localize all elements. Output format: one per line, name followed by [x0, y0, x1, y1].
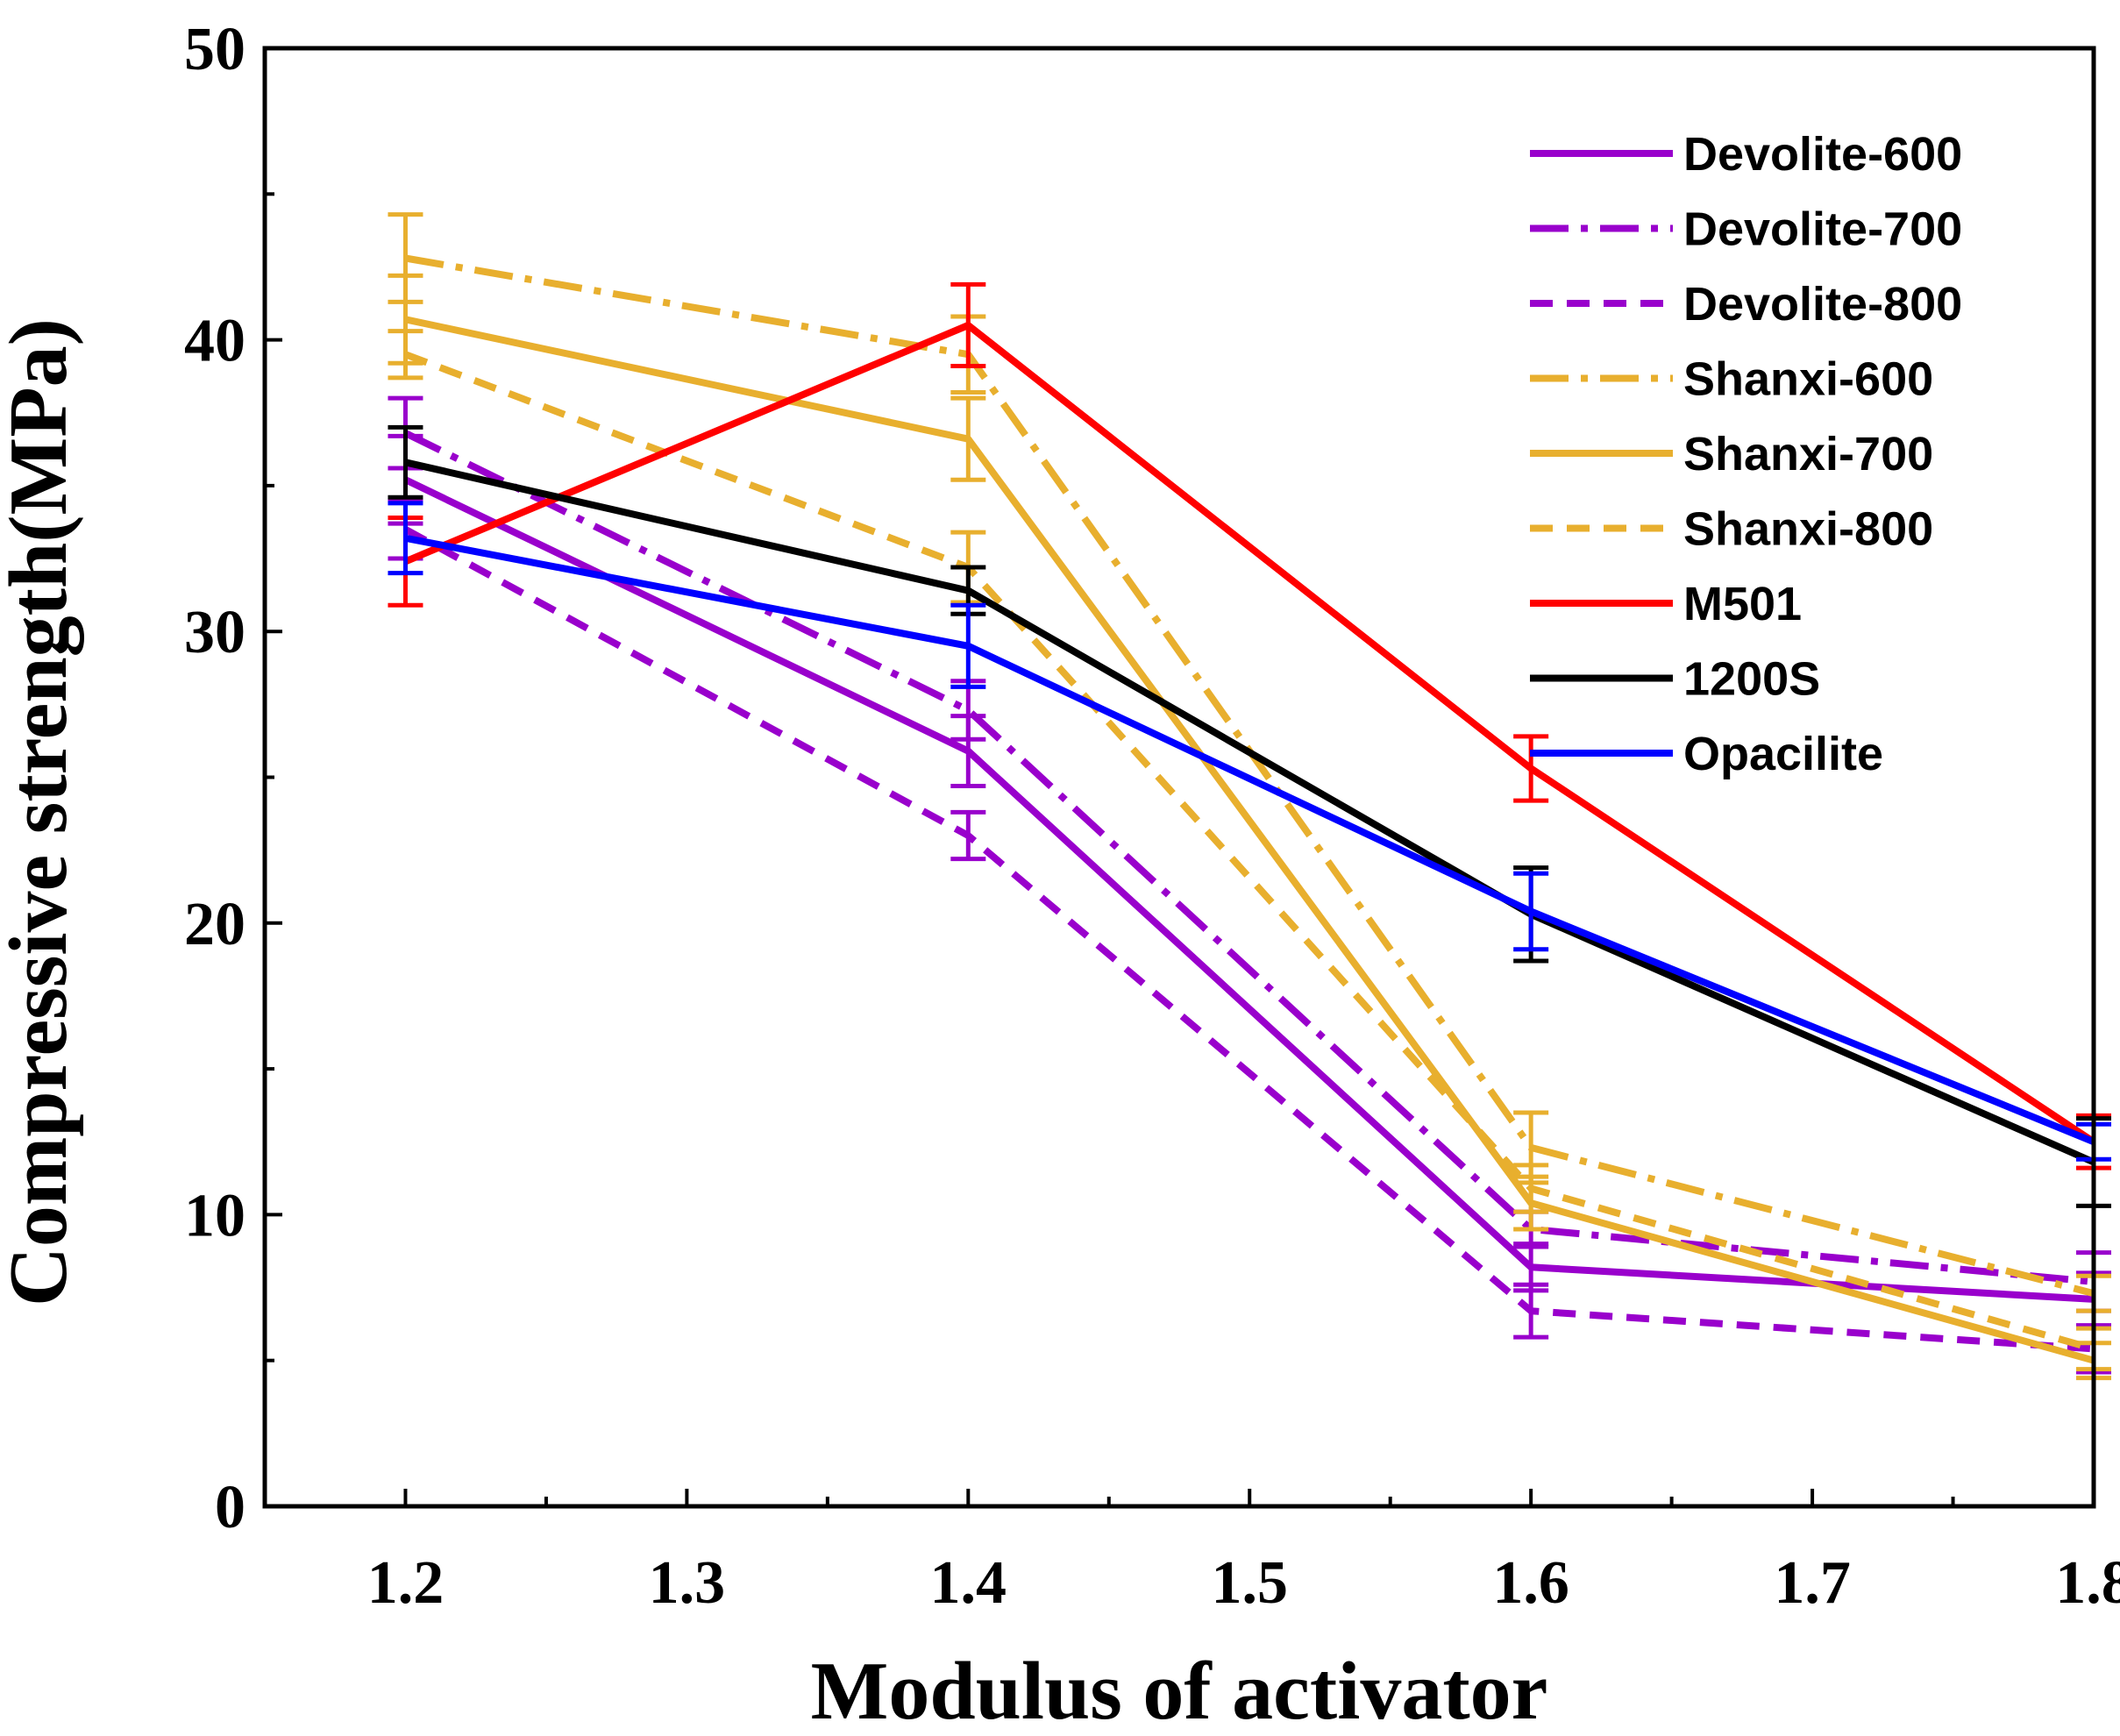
- error-bar: [388, 329, 423, 381]
- error-bar: [388, 501, 423, 576]
- y-axis-title: Compressive strength(MPa): [0, 318, 84, 1306]
- data-point: [404, 318, 407, 321]
- x-tick-label: 1.8: [2055, 1549, 2120, 1617]
- legend: Devolite-600 Devolite-700 Devolite-800 Shan…: [1530, 128, 1962, 780]
- y-tick-label: 50: [184, 16, 245, 83]
- x-tick-label: 1.7: [1774, 1549, 1851, 1617]
- legend-label: Devolite-600: [1683, 128, 1962, 181]
- series-devolite-800: [388, 498, 2111, 1375]
- data-point: [1530, 910, 1533, 913]
- data-point: [967, 438, 970, 440]
- legend-label: Opacilite: [1683, 728, 1883, 780]
- error-bar: [950, 679, 986, 742]
- axis-ticks: 0 10 20 30 40 50 1.2 1.3 1.4 1.5 1.6 1.7 1.8: [184, 16, 2120, 1617]
- legend-item: M501: [1530, 578, 1802, 630]
- legend-item: Shanxi-700: [1530, 428, 1933, 480]
- data-point: [404, 537, 407, 539]
- series-layer: [388, 212, 2111, 1381]
- series-line: [404, 534, 2095, 1146]
- series-line: [404, 351, 2095, 1353]
- error-bar: [1513, 1282, 1549, 1340]
- series-line: [403, 526, 2095, 1353]
- x-tick-label: 1.3: [649, 1549, 726, 1617]
- legend-item: Devolite-800: [1530, 278, 1962, 331]
- series-shanxi-800: [388, 329, 2111, 1372]
- series-line: [403, 430, 2095, 1285]
- data-point: [1530, 767, 1533, 770]
- data-point: [404, 353, 407, 356]
- legend-label: Shanxi-800: [1683, 503, 1933, 556]
- data-point: [1530, 1266, 1533, 1269]
- x-tick-label: 1.6: [1492, 1549, 1569, 1617]
- error-bar: [950, 602, 986, 689]
- error-bar: [950, 395, 986, 482]
- y-tick-label: 0: [215, 1474, 245, 1541]
- legend-item: Shanxi-600: [1530, 353, 1933, 406]
- error-bar: [950, 281, 986, 369]
- legend-item: Devolite-700: [1530, 203, 1962, 256]
- data-point: [967, 709, 970, 712]
- legend-label: Shanxi-600: [1683, 353, 1933, 406]
- data-point: [967, 589, 970, 592]
- data-point: [967, 324, 970, 326]
- legend-label: Devolite-700: [1683, 203, 1962, 256]
- error-bar: [388, 424, 423, 500]
- data-point: [404, 257, 407, 260]
- legend-item: Opacilite: [1530, 728, 1883, 780]
- data-point: [967, 835, 970, 837]
- legend-label: Devolite-800: [1683, 278, 1962, 331]
- series-opacilite: [388, 501, 2111, 1162]
- series-line: [404, 316, 2095, 1364]
- x-tick-label: 1.2: [367, 1549, 445, 1617]
- legend-label: Shanxi-700: [1683, 428, 1933, 480]
- legend-item: 1200S: [1530, 653, 1820, 706]
- x-tick-label: 1.5: [1211, 1549, 1288, 1617]
- error-bar: [1513, 1163, 1549, 1214]
- data-point: [1530, 1146, 1533, 1149]
- series-m501: [388, 281, 2111, 1170]
- y-tick-label: 20: [184, 891, 245, 958]
- legend-label: M501: [1683, 578, 1802, 630]
- x-axis-title: Modulus of activator: [811, 1646, 1548, 1736]
- series-devolite-600: [388, 433, 2111, 1328]
- y-tick-label: 40: [184, 308, 245, 375]
- data-point: [967, 750, 970, 752]
- data-point: [1530, 1187, 1533, 1190]
- data-point: [404, 461, 407, 464]
- data-point: [967, 644, 970, 647]
- series-line: [403, 476, 2095, 1303]
- series-line: [403, 322, 2096, 1145]
- series-line: [404, 459, 2095, 1166]
- y-tick-label: 30: [184, 599, 245, 666]
- error-bar: [1513, 734, 1549, 803]
- error-bar: [1513, 871, 1549, 952]
- y-tick-label: 10: [184, 1182, 245, 1249]
- x-tick-label: 1.4: [930, 1549, 1007, 1617]
- data-point: [1530, 1310, 1533, 1313]
- error-bar: [950, 809, 986, 862]
- legend-item: Shanxi-800: [1530, 503, 1933, 556]
- legend-item: Devolite-600: [1530, 128, 1962, 181]
- legend-label: 1200S: [1683, 653, 1820, 706]
